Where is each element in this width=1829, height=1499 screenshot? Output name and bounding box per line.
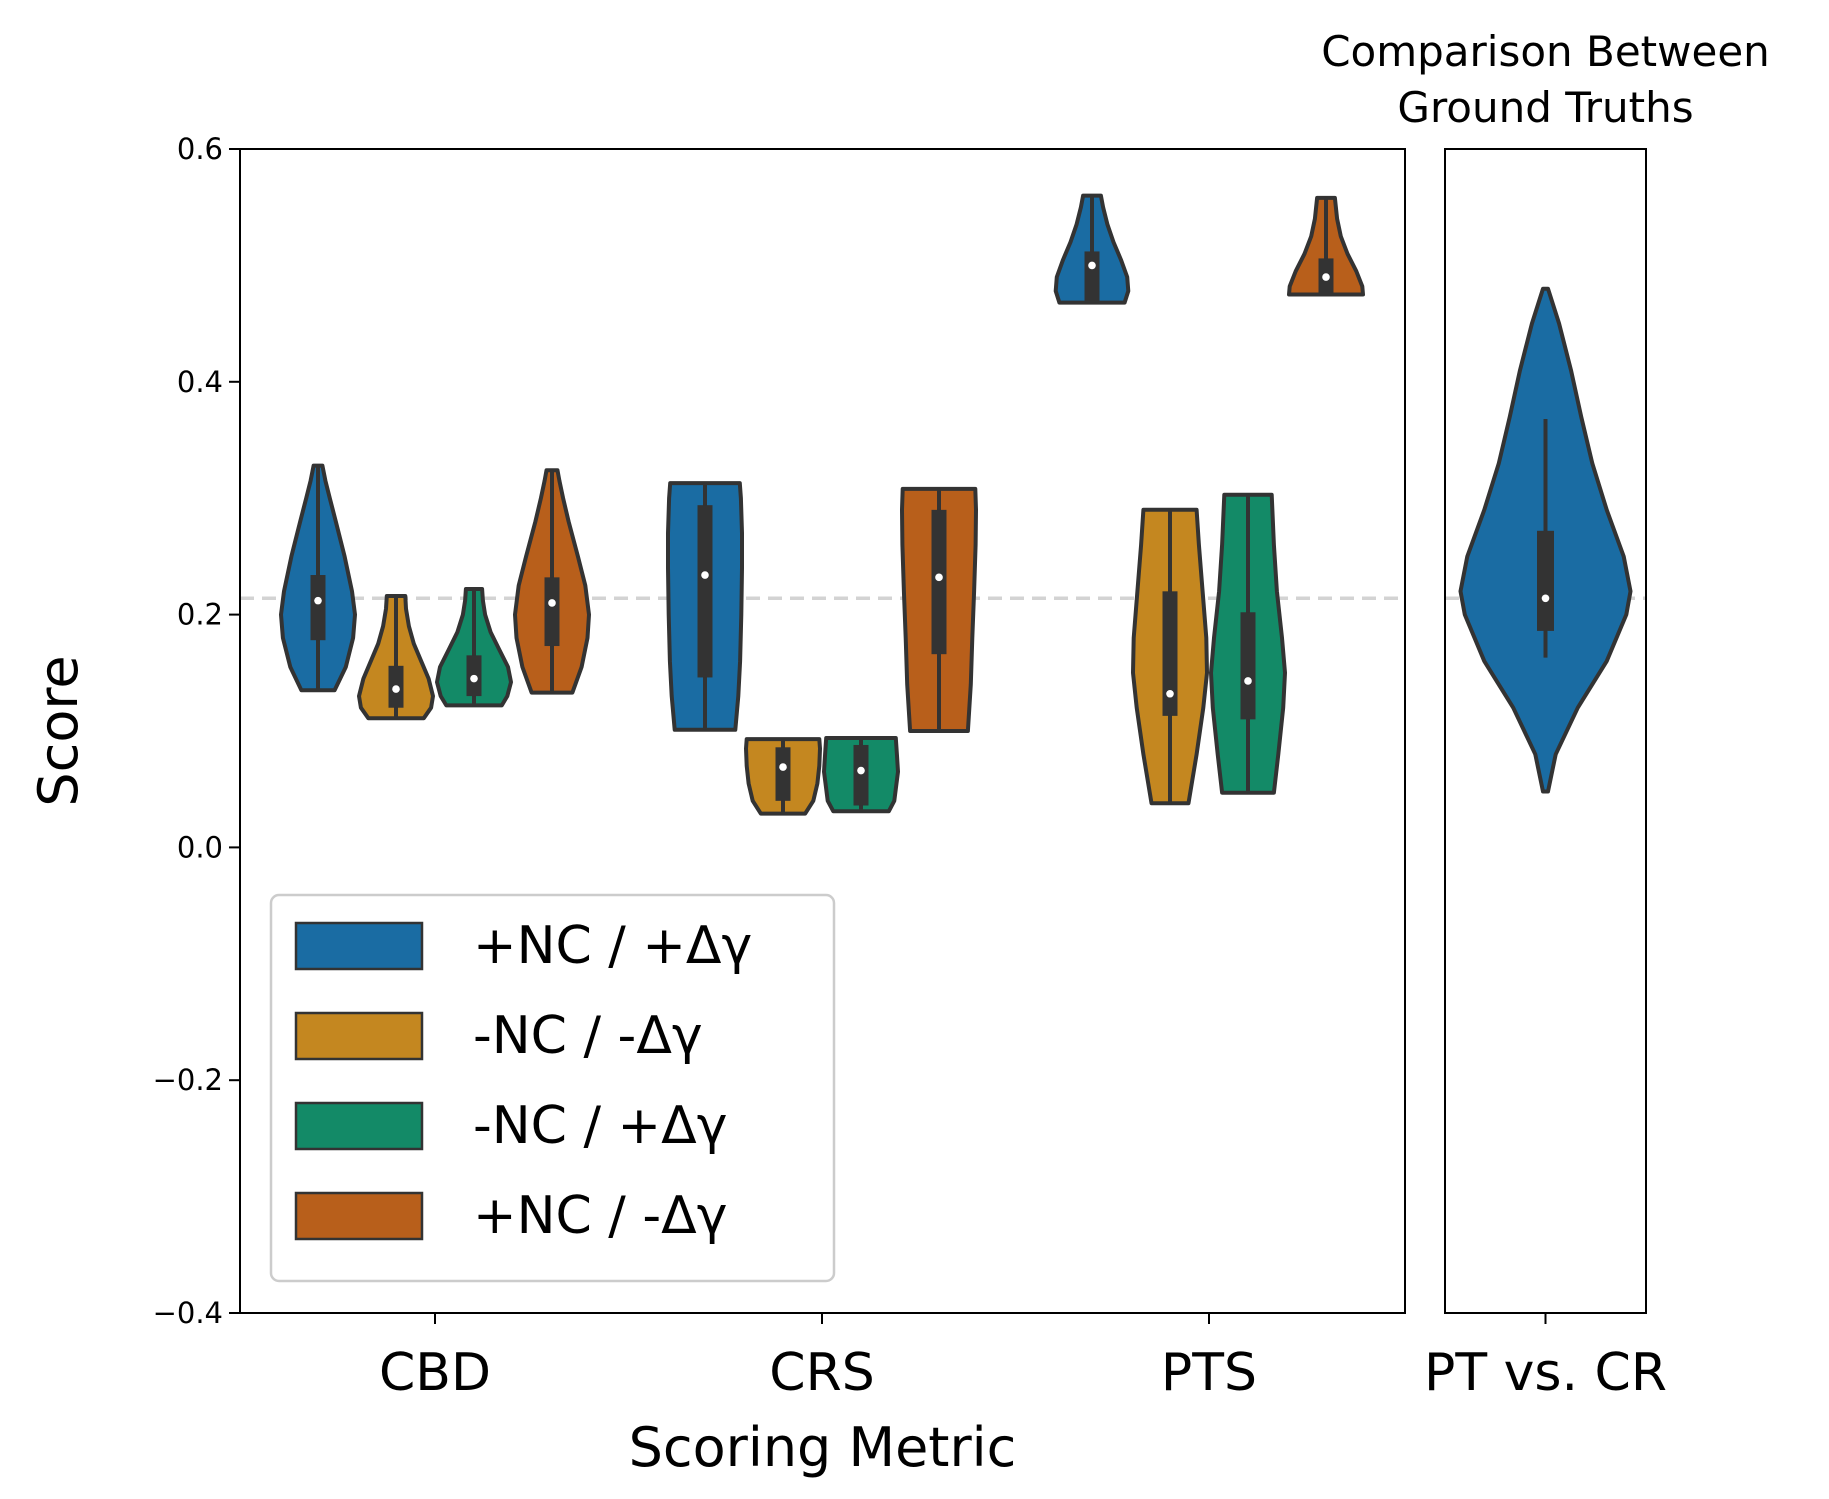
violin-median-point (779, 763, 787, 771)
violin-iqr-box (544, 577, 560, 647)
violin-crs-series-2 (744, 737, 822, 816)
violin-crs-series-4 (900, 486, 978, 733)
x-tick-label-pts: PTS (1161, 1343, 1257, 1403)
violin-median-point (935, 573, 943, 582)
y-tick-label: 0.2 (177, 598, 223, 632)
y-tick-label: −0.2 (153, 1063, 223, 1097)
side-plot-title-line-1: Comparison Between (1321, 27, 1770, 76)
violin-iqr-box (931, 509, 947, 655)
y-tick-label: 0.0 (177, 830, 223, 864)
legend-label-3: -NC / +Δγ (473, 1096, 727, 1156)
violin-median-point (314, 596, 322, 605)
legend-label-2: -NC / -Δγ (473, 1006, 703, 1066)
legend-box (269, 893, 836, 1283)
violin-pts-series-1 (1053, 193, 1131, 305)
legend-swatch-3 (294, 1101, 424, 1151)
violin-iqr-box (1162, 591, 1178, 716)
legend-label-4: +NC / -Δγ (473, 1186, 727, 1246)
y-axis-label: Score (27, 655, 90, 806)
violin-cbd-series-4 (513, 468, 591, 695)
violin-iqr-box (697, 505, 713, 678)
violin-median-point (548, 599, 556, 607)
violin-median-point (701, 571, 709, 579)
violin-iqr-box (1084, 251, 1100, 303)
x-axis-label: Scoring Metric (629, 1416, 1017, 1479)
legend-label-1: +NC / +Δγ (473, 916, 752, 976)
violin-median-point (1322, 273, 1330, 281)
violin-iqr-box (775, 747, 791, 801)
y-tick-label: 0.6 (177, 132, 223, 166)
violin-pt-vs-cr (1458, 286, 1633, 794)
y-tick-label: −0.4 (153, 1296, 223, 1330)
violin-iqr-box (1240, 612, 1256, 720)
violin-pts-series-2 (1131, 507, 1209, 806)
x-tick-label-pt-vs-cr: PT vs. CR (1424, 1343, 1667, 1403)
legend-swatch-4 (294, 1191, 424, 1241)
violin-median-point (1088, 261, 1096, 270)
violin-median-point (857, 766, 865, 775)
violin-cbd-series-2 (357, 594, 435, 721)
violin-median-point (392, 685, 400, 693)
violin-cbd-series-3 (435, 587, 513, 708)
violin-median-point (1166, 689, 1174, 698)
violin-iqr-box (853, 744, 869, 806)
violin-median-point (470, 674, 478, 683)
x-tick-label-cbd: CBD (379, 1343, 491, 1403)
x-tick-label-crs: CRS (769, 1343, 874, 1403)
violin-crs-series-1 (666, 481, 744, 732)
violin-median-point (1244, 677, 1252, 685)
violin-pts-series-3 (1209, 492, 1287, 795)
ground-truth-comparison-plot: PT vs. CR Comparison Between Ground Truths (1321, 27, 1770, 1403)
violin-crs-series-3 (822, 736, 900, 814)
violin-pts-series-4 (1287, 195, 1365, 297)
legend-swatch-2 (294, 1011, 424, 1061)
side-plot-title-line-2: Ground Truths (1397, 83, 1693, 132)
legend-swatch-1 (294, 921, 424, 971)
violin-iqr-box (310, 575, 326, 641)
y-tick-label: 0.4 (177, 365, 223, 399)
violin-iqr-box (1537, 530, 1554, 631)
legend: +NC / +Δγ -NC / -Δγ -NC / +Δγ +NC / -Δγ (269, 893, 836, 1283)
main-plot-area: −0.4 −0.2 0.0 0.2 0.4 0.6 CBD CRS PTS Scoring Met… (27, 132, 1406, 1479)
violin-cbd-series-1 (279, 463, 357, 693)
violin-median-point (1541, 594, 1550, 603)
